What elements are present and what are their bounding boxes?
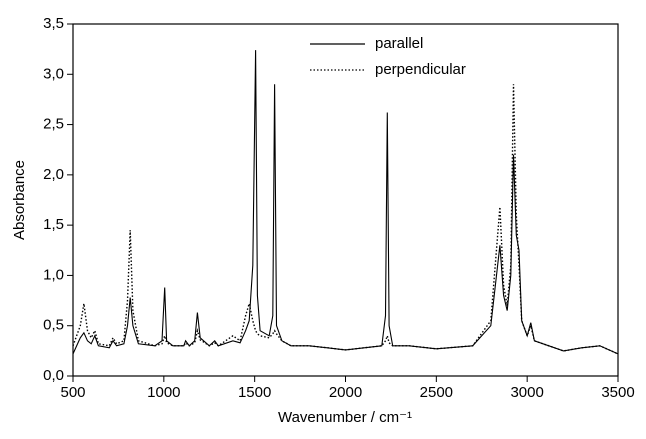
y-tick-label: 3,0: [43, 65, 64, 82]
legend-label: parallel: [375, 35, 423, 52]
plot-frame: [72, 23, 619, 377]
y-tick-label: 0,5: [43, 317, 64, 334]
x-tick-label: 1000: [147, 384, 180, 401]
y-tick-label: 2,0: [43, 166, 64, 183]
series-line: [72, 50, 619, 355]
series-line: [72, 84, 619, 355]
x-tick-label: 1500: [238, 384, 271, 401]
x-tick-label: 2500: [420, 384, 453, 401]
y-tick-label: 2,5: [43, 116, 64, 133]
x-tick-label: 3500: [601, 384, 634, 401]
x-tick-label: 2000: [329, 384, 362, 401]
y-tick-label: 1,0: [43, 266, 64, 283]
x-tick-label: 3000: [510, 384, 543, 401]
y-tick-label: 3,5: [43, 15, 64, 32]
y-axis-label: Absorbance: [11, 160, 28, 240]
x-tick-label: 500: [60, 384, 85, 401]
x-axis-label: Wavenumber / cm⁻¹: [278, 409, 412, 426]
legend-label: perpendicular: [375, 61, 466, 78]
y-tick-label: 0,0: [43, 367, 64, 384]
y-tick-label: 1,5: [43, 216, 64, 233]
